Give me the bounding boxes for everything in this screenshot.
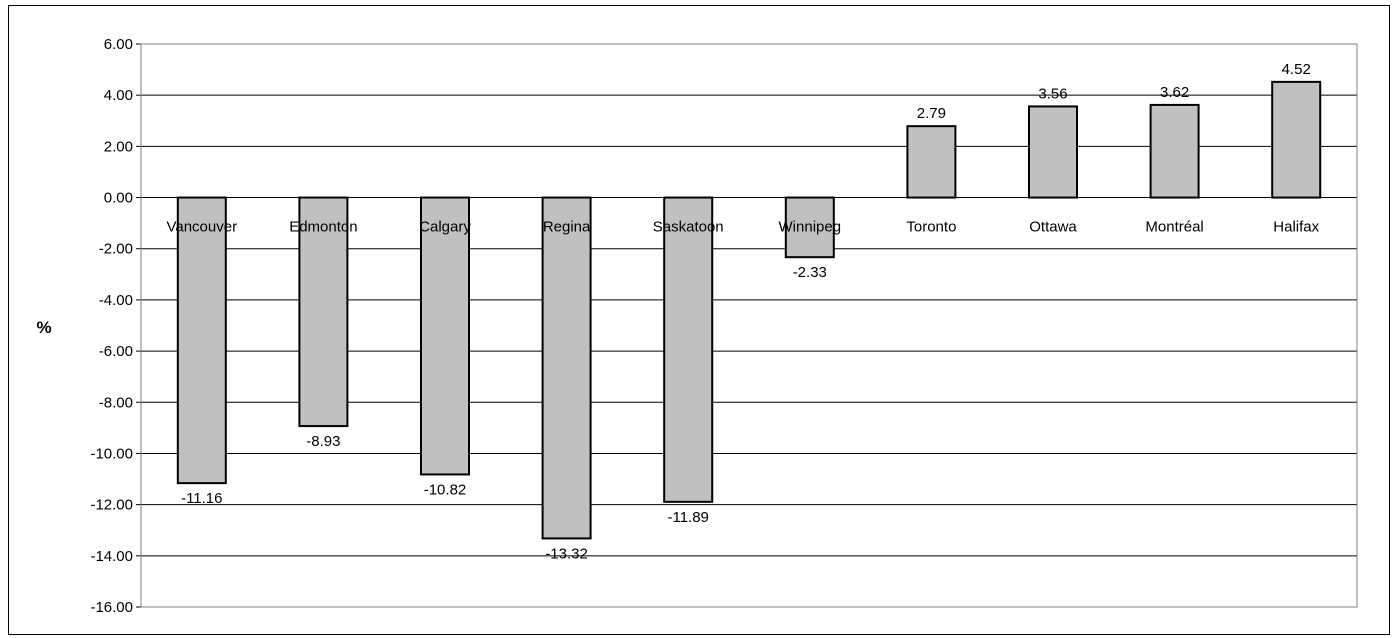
category-label: Regina (543, 219, 591, 236)
category-label: Winnipeg (779, 219, 842, 236)
category-labels: Vancouver Edmonton Calgary Regina Saskatoon W… (166, 219, 1319, 236)
y-tick-label: -16.00 (90, 599, 133, 616)
data-label: -13.32 (545, 545, 588, 562)
y-tick-label: -8.00 (99, 394, 133, 411)
y-tick-label: -6.00 (99, 343, 133, 360)
category-label: Vancouver (166, 219, 237, 236)
bar-regina (541, 196, 592, 540)
bar-halifax (1271, 80, 1322, 199)
bar-montral (1149, 103, 1200, 199)
category-label: Halifax (1273, 219, 1319, 236)
data-label: -8.93 (306, 433, 340, 450)
data-label: 2.79 (917, 105, 946, 122)
y-tick-label: -2.00 (99, 241, 133, 258)
data-label: -10.82 (424, 481, 467, 498)
data-label: -11.16 (181, 490, 222, 507)
y-axis-title: % (36, 318, 51, 337)
category-label: Edmonton (289, 219, 357, 236)
bar-toronto (906, 125, 957, 199)
category-label: Montréal (1145, 219, 1203, 236)
y-tick-label: -14.00 (90, 548, 133, 565)
category-label: Ottawa (1029, 219, 1077, 236)
bar-winnipeg (784, 196, 835, 259)
data-label: 3.62 (1160, 84, 1189, 101)
y-tick-label: -4.00 (99, 292, 133, 309)
bar-vancouver (176, 196, 227, 485)
y-tick-label: -10.00 (90, 445, 133, 462)
y-tick-label: 0.00 (104, 190, 133, 207)
data-label: 3.56 (1038, 85, 1067, 102)
bar-calgary (420, 196, 470, 476)
y-axis-ticks: 6.00 4.00 2.00 0.00 -2.00 -4.00 -6.00 -8.00 -10.… (90, 36, 133, 616)
category-label: Calgary (419, 219, 471, 236)
plot-area (140, 43, 1358, 608)
y-tick-label: 2.00 (104, 138, 133, 155)
bars (176, 80, 1322, 540)
category-label: Toronto (906, 219, 956, 236)
data-labels: -11.16 -8.93 -10.82 -13.32 -11.89 -2.33 2.79 3.… (181, 61, 1311, 563)
data-label: 4.52 (1282, 61, 1311, 78)
bar-saskatoon (663, 196, 714, 503)
chart-frame (8, 5, 1390, 635)
bar-edmonton (298, 196, 349, 428)
data-label: -11.89 (667, 509, 708, 526)
y-tick-label: 6.00 (104, 36, 133, 53)
data-label: -2.33 (793, 264, 827, 281)
y-tick-label: 4.00 (104, 87, 133, 104)
y-tick-label: -12.00 (90, 497, 133, 514)
category-label: Saskatoon (653, 219, 724, 236)
bar-ottawa (1028, 105, 1078, 199)
